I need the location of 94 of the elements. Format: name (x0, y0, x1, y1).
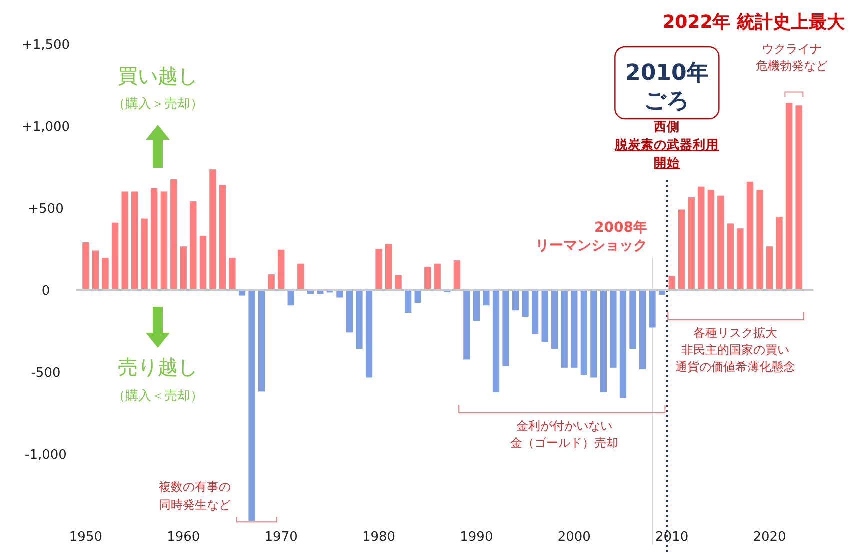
bar (210, 170, 216, 290)
bar (424, 267, 432, 290)
annotation: 各種リスク拡大非民主的国家の買い通貨の価値希薄化懸念 (676, 326, 796, 374)
y-tick-label: -1,000 (25, 448, 67, 463)
bar (258, 290, 266, 392)
bar (131, 192, 138, 290)
x-tick-label: 1950 (69, 530, 103, 545)
bar (766, 246, 774, 290)
bar (278, 250, 285, 290)
bar (464, 290, 470, 360)
bar (112, 222, 119, 290)
bar (102, 258, 109, 290)
annotation: ウクライナ危機勃発など (756, 42, 828, 74)
bar (160, 192, 168, 290)
y-tick-label: 0 (42, 284, 50, 300)
bar (219, 185, 226, 290)
bar (746, 182, 754, 290)
bar (180, 246, 187, 290)
bar (268, 274, 275, 290)
bar (82, 242, 90, 290)
bar (522, 290, 529, 318)
bar (620, 290, 627, 398)
bar (492, 290, 500, 392)
annotation: （購入＞売却） (112, 97, 204, 112)
bar (630, 290, 636, 350)
annotation: 買い越し (118, 64, 198, 88)
bar (532, 290, 539, 334)
bar (288, 290, 294, 306)
bar (698, 186, 705, 290)
annotation: 複数の有事の同時発生など (158, 480, 231, 512)
annotation: 金利が付かいない金（ゴールド）売却 (510, 419, 619, 450)
bar (542, 290, 548, 343)
annotation: （購入＜売却） (112, 389, 204, 404)
bar (356, 290, 363, 350)
bar (366, 290, 373, 378)
bar (229, 258, 236, 290)
ref-line-label: 2008年リーマンショック (536, 220, 648, 254)
bar (727, 224, 734, 290)
bar (483, 290, 490, 306)
bar (92, 250, 100, 290)
bar (298, 264, 304, 290)
bar (796, 106, 802, 290)
y-tick-label: -500 (31, 366, 61, 382)
x-tick-label: 2000 (558, 530, 591, 545)
bar (561, 290, 568, 368)
bar (571, 290, 578, 368)
bar (718, 196, 724, 290)
bar (737, 228, 744, 290)
annotation: 売り越し (118, 355, 198, 379)
bar (346, 290, 354, 333)
bar (454, 260, 460, 290)
bar (190, 202, 197, 290)
bar (151, 188, 158, 290)
bar (678, 210, 686, 290)
bar (385, 244, 392, 290)
x-tick-label: 1990 (460, 530, 494, 545)
bar (502, 290, 510, 366)
bar (590, 290, 598, 378)
annotation: 西側脱炭素の武器利用開始 (614, 119, 720, 170)
x-tick-label: 1970 (264, 530, 298, 545)
bar (122, 192, 128, 290)
bar (668, 276, 676, 290)
chart-title: 2022年 統計史上最大 (662, 12, 846, 33)
bar (688, 197, 695, 290)
bar (580, 290, 588, 376)
bar (336, 290, 344, 298)
bar (170, 179, 178, 290)
bar (405, 290, 412, 314)
x-tick-label: 1960 (167, 530, 200, 545)
bar (786, 103, 793, 290)
y-tick-label: +1,000 (22, 120, 70, 136)
bar (248, 290, 256, 522)
y-tick-label: +1,500 (22, 38, 70, 54)
bar (756, 190, 764, 290)
x-tick-label: 2010 (656, 530, 689, 545)
bar (600, 290, 608, 392)
bar (141, 218, 148, 290)
bar (200, 236, 207, 290)
y-tick-label: +500 (28, 202, 64, 218)
bar (395, 275, 402, 290)
bar (708, 190, 714, 290)
bar (610, 290, 617, 368)
bar (512, 290, 520, 311)
bar (552, 290, 558, 350)
x-tick-label: 2020 (753, 530, 786, 545)
bar (639, 290, 646, 370)
bar (434, 264, 441, 290)
bar (414, 290, 422, 304)
x-tick-label: 1980 (362, 530, 396, 545)
bar (776, 217, 783, 290)
bar (473, 290, 480, 322)
bar (649, 290, 656, 328)
ref-line-label: 2010年ごろ (626, 61, 709, 114)
bar (376, 249, 382, 290)
